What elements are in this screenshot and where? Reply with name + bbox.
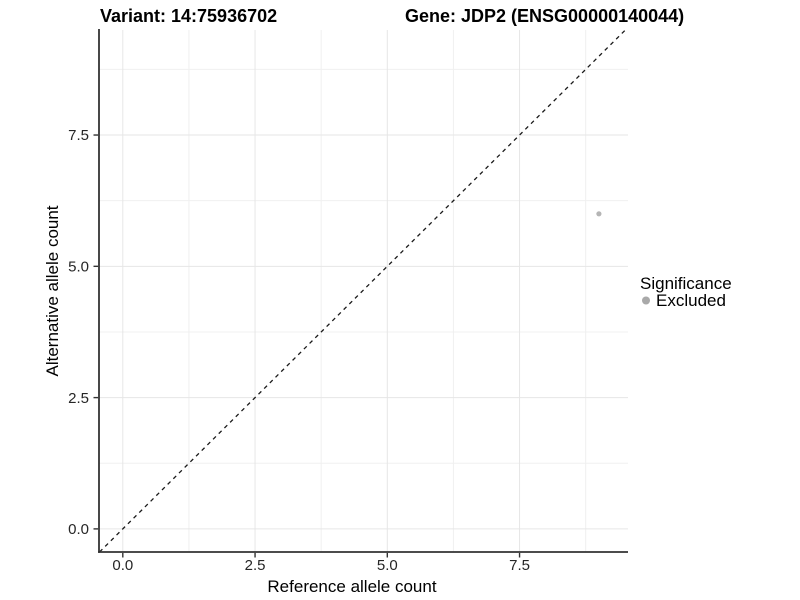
x-tick-label: 2.5 (245, 557, 266, 574)
y-tick-label: 7.5 (68, 127, 89, 144)
x-tick-label: 7.5 (509, 557, 530, 574)
legend-title: Significance (640, 274, 732, 293)
identity-line (99, 29, 626, 553)
x-axis-title: Reference allele count (267, 577, 436, 596)
data-points (596, 211, 602, 217)
x-tick-label: 0.0 (112, 557, 133, 574)
legend-key-excluded-icon (642, 296, 650, 305)
data-point-excluded (596, 211, 602, 217)
plot-title-gene: Gene: JDP2 (ENSG00000140044) (405, 6, 684, 26)
y-tick-label: 0.0 (68, 521, 89, 538)
y-tick-label: 2.5 (68, 390, 89, 407)
legend-label-excluded: Excluded (656, 291, 726, 310)
legend: Significance Excluded (640, 274, 732, 310)
identity-line-layer (99, 29, 626, 553)
gridlines (99, 30, 628, 552)
axis-ticks: 0.0 2.5 5.0 7.5 0.0 2.5 5.0 7.5 (68, 127, 530, 574)
x-tick-label: 5.0 (377, 557, 398, 574)
plot-title-variant: Variant: 14:75936702 (100, 6, 277, 26)
y-axis-title: Alternative allele count (43, 205, 62, 376)
y-tick-label: 5.0 (68, 259, 89, 276)
